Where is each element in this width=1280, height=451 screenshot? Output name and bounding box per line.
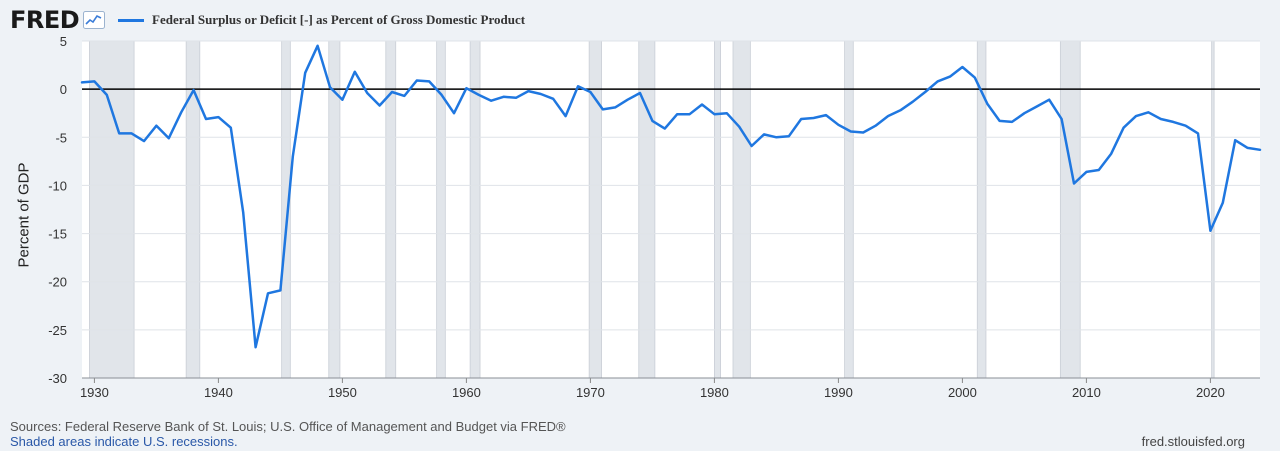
y-tick-label--25: -25 [48,323,67,338]
x-tick-label-1990: 1990 [824,385,853,400]
plot-area [82,41,1260,378]
x-tick-label-1930: 1930 [80,385,109,400]
chart-legend: Federal Surplus or Deficit [-] as Percen… [118,12,525,28]
footer-sources: Sources: Federal Reserve Bank of St. Lou… [10,419,566,434]
x-tick-label-2000: 2000 [948,385,977,400]
fred-logo[interactable]: FRED [10,6,105,34]
x-tick-label-1970: 1970 [576,385,605,400]
recession-band-9 [714,41,720,378]
recession-band-0 [89,41,134,378]
x-tick-label-1940: 1940 [204,385,233,400]
recession-band-11 [845,41,854,378]
chart-plot[interactable]: 5 0 -5 -10 -15 -20 -25 -30 1930 1940 1950 1960 1970 1… [0,0,1280,451]
y-tick-label--15: -15 [48,227,67,242]
y-tick-label-5: 5 [60,34,67,49]
y-axis-label: Percent of GDP [16,162,33,267]
recession-band-10 [733,41,750,378]
x-tick-label-1950: 1950 [328,385,357,400]
recession-band-13 [1060,41,1080,378]
y-tick-label--10: -10 [48,178,67,193]
chart-container: 5 0 -5 -10 -15 -20 -25 -30 1930 1940 1950 1960 1970 1… [0,0,1280,451]
legend-label: Federal Surplus or Deficit [-] as Percen… [152,12,525,28]
y-tick-label--30: -30 [48,371,67,386]
footer-url[interactable]: fred.stlouisfed.org [1142,434,1245,449]
trend-chart-icon [83,11,105,29]
recession-band-8 [639,41,655,378]
fred-logo-text: FRED [10,6,79,34]
legend-swatch [118,19,144,22]
y-tick-label-0: 0 [60,82,67,97]
footer-recessions-note: Shaded areas indicate U.S. recessions. [10,434,238,449]
y-tick-label--20: -20 [48,275,67,290]
x-tick-label-2020: 2020 [1196,385,1225,400]
recession-band-14 [1212,41,1214,378]
y-tick-label--5: -5 [55,130,67,145]
x-tick-label-1980: 1980 [700,385,729,400]
x-tick-label-2010: 2010 [1072,385,1101,400]
x-tick-label-1960: 1960 [452,385,481,400]
